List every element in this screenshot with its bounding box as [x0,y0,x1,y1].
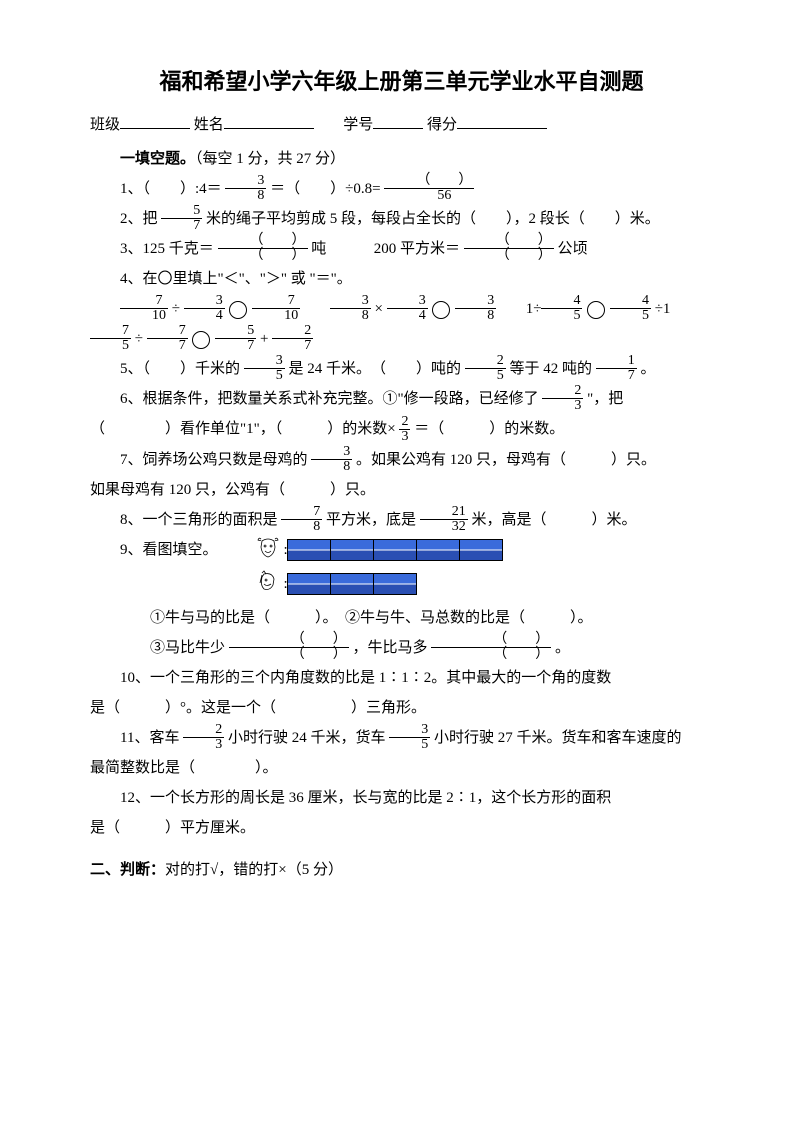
s1-head-text: 一填空题。 [120,151,195,167]
bar-diagram: : : [226,535,503,603]
q10-line2: 是（ ）°。这是一个（ ）三角形。 [90,693,713,723]
class-blank[interactable] [120,113,190,129]
bar-cell [416,539,460,561]
q9-sub1: ①牛与马的比是（ ）。 ②牛与牛、马总数的比是（ ）。 [90,603,713,633]
score-blank[interactable] [457,113,547,129]
s2-note: 对的打√，错的打×（5 分） [165,862,343,878]
score-label: 得分 [427,117,457,133]
q6-line2: （ ）看作单位"1"，（ ）的米数× 23 ＝（ ）的米数。 [90,414,713,444]
name-label: 姓名 [194,117,224,133]
q8: 8、一个三角形的面积是 78 平方米，底是 2132 米，高是（ ）米。 [90,505,713,535]
cow-row: : [226,535,503,565]
bar-cell [287,573,331,595]
cow-icon [226,535,250,565]
bar-cell [330,573,374,595]
bar-cell [287,539,331,561]
q7-line1: 7、饲养场公鸡只数是母鸡的 38 。如果公鸡有 120 只，母鸡有（ ）只。 [90,445,713,475]
id-label: 学号 [343,117,373,133]
q9-sub2: ③马比牛少 （ ）（ ） ，牛比马多 （ ）（ ） 。 [90,633,713,663]
q7-line2: 如果母鸡有 120 只，公鸡有（ ）只。 [90,475,713,505]
horse-row: : [226,569,503,599]
q12-line1: 12、一个长方形的周长是 36 厘米，长与宽的比是 2∶1，这个长方形的面积 [90,783,713,813]
q4: 4、在〇里填上"＜"、"＞" 或 "＝"。 [90,264,713,294]
id-blank[interactable] [373,113,423,129]
q3-c: 200 平方米＝ [374,241,460,257]
q9: 9、看图填空。 : : [90,535,713,603]
class-label: 班级 [90,117,120,133]
q3: 3、125 千克＝ （ ）（ ） 吨 200 平方米＝ （ ）（ ） 公顷 [90,234,713,264]
bar-cell [373,573,417,595]
q6-line1: 6、根据条件，把数量关系式补充完整。①"修一段路，已经修了 23 "，把 [90,384,713,414]
compare-circle[interactable] [587,301,605,319]
section1-head: 一填空题。（每空 1 分，共 27 分） [90,144,713,174]
horse-icon [226,569,250,599]
q2-b: 米的绳子平均剪成 5 段，每段占全长的（ ），2 段长（ ）米。 [206,211,660,227]
q1-frac2: （ ）56 [384,174,474,203]
q12-line2: 是（ ）平方厘米。 [90,813,713,843]
bar-cell [330,539,374,561]
q1: 1、（ ）:4＝ 38 ＝（ ）÷0.8= （ ）56 [90,174,713,204]
compare-circle[interactable] [229,301,247,319]
q5: 5、（ ）千米的 35 是 24 千米。 （ ）吨的 25 等于 42 吨的 1… [90,354,713,384]
compare-circle[interactable] [192,331,210,349]
q2-a: 2、把 [120,211,158,227]
student-info-line: 班级 姓名 学号 得分 [90,110,713,140]
q2: 2、把 57 米的绳子平均剪成 5 段，每段占全长的（ ），2 段长（ ）米。 [90,204,713,234]
q4-expr: 710 ÷ 34 710 38 × 34 38 1÷45 45 ÷1 75 ÷ … [90,294,713,354]
s2-head-text: 二、判断： [90,862,165,878]
q3-frac1: （ ）（ ） [218,234,308,263]
q1-text-b: ＝（ ）÷0.8= [270,181,384,197]
bar-cell [459,539,503,561]
page-title: 福和希望小学六年级上册第三单元学业水平自测题 [90,60,713,104]
q10-line1: 10、一个三角形的三个内角度数的比是 1∶1∶2。其中最大的一个角的度数 [90,663,713,693]
q1-frac1: 38 [225,174,266,203]
q3-b: 吨 [311,241,326,257]
q3-d: 公顷 [558,241,588,257]
compare-circle[interactable] [432,301,450,319]
name-blank[interactable] [224,113,314,129]
q3-frac2: （ ）（ ） [464,234,554,263]
q2-frac: 57 [161,204,202,233]
s1-head-note: （每空 1 分，共 27 分） [195,151,345,167]
bar-cell [373,539,417,561]
q9-label: 9、看图填空。 [90,535,218,565]
section2-head: 二、判断：对的打√，错的打×（5 分） [90,855,713,885]
q1-text-a: 1、（ ）:4＝ [120,181,222,197]
q11-line2: 最简整数比是（ ）。 [90,753,713,783]
q11-line1: 11、客车 23 小时行驶 24 千米，货车 35 小时行驶 27 千米。货车和… [90,723,713,753]
q3-a: 3、125 千克＝ [120,241,214,257]
